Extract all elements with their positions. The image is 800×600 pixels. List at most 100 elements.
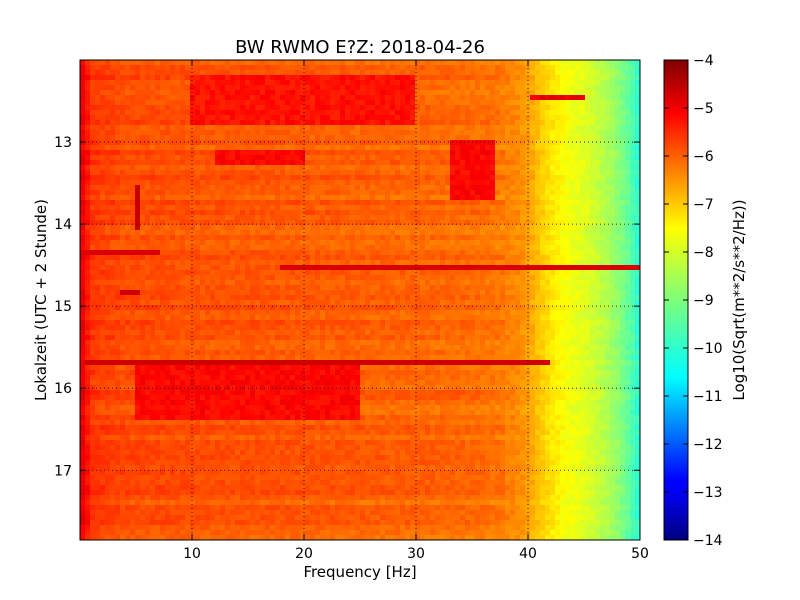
heatmap-cell	[430, 155, 436, 161]
heatmap-cell	[275, 165, 281, 171]
heatmap-cell	[275, 125, 281, 131]
heatmap-cell	[140, 255, 146, 261]
heatmap-cell	[575, 245, 581, 251]
heatmap-cell	[285, 80, 291, 86]
heatmap-cell	[410, 75, 416, 81]
heatmap-cell	[140, 180, 146, 186]
heatmap-cell	[390, 80, 396, 86]
heatmap-cell	[345, 210, 351, 216]
heatmap-cell	[220, 75, 226, 81]
heatmap-cell	[305, 250, 311, 256]
heatmap-cell	[440, 65, 446, 71]
heatmap-cell	[390, 140, 396, 146]
heatmap-cell	[375, 60, 381, 66]
heatmap-cell	[365, 165, 371, 171]
heatmap-cell	[445, 275, 451, 281]
heatmap-cell	[250, 190, 256, 196]
heatmap-cell	[535, 210, 541, 216]
heatmap-cell	[190, 125, 196, 131]
heatmap-cell	[590, 180, 596, 186]
heatmap-cell	[180, 130, 186, 136]
heatmap-cell	[350, 240, 356, 246]
heatmap-cell	[450, 100, 456, 106]
heatmap-cell	[105, 145, 111, 151]
heatmap-cell	[120, 185, 126, 191]
heatmap-cell	[480, 160, 486, 166]
heatmap-cell	[315, 65, 321, 71]
heatmap-cell	[325, 245, 331, 251]
heatmap-cell	[385, 110, 391, 116]
heatmap-cell	[220, 165, 226, 171]
heatmap-cell	[135, 225, 141, 231]
heatmap-cell	[330, 75, 336, 81]
heatmap-cell	[485, 125, 491, 131]
heatmap-cell	[165, 150, 171, 156]
heatmap-cell	[115, 235, 121, 241]
heatmap-cell	[95, 210, 101, 216]
heatmap-cell	[605, 170, 611, 176]
heatmap-cell	[270, 280, 276, 286]
heatmap-cell	[180, 70, 186, 76]
heatmap-cell	[380, 210, 386, 216]
heatmap-cell	[415, 225, 421, 231]
heatmap-cell	[445, 235, 451, 241]
heatmap-cell	[230, 275, 236, 281]
heatmap-cell	[395, 270, 401, 276]
heatmap-cell	[400, 160, 406, 166]
heatmap-cell	[525, 75, 531, 81]
heatmap-cell	[585, 270, 591, 276]
heatmap-cell	[395, 110, 401, 116]
heatmap-cell	[180, 195, 186, 201]
heatmap-cell	[85, 140, 91, 146]
heatmap-cell	[250, 65, 256, 71]
heatmap-cell	[85, 185, 91, 191]
heatmap-cell	[95, 70, 101, 76]
heatmap-cell	[205, 205, 211, 211]
heatmap-cell	[590, 225, 596, 231]
heatmap-cell	[395, 210, 401, 216]
heatmap-cell	[345, 65, 351, 71]
heatmap-cell	[520, 155, 526, 161]
heatmap-cell	[240, 100, 246, 106]
heatmap-cell	[375, 90, 381, 96]
heatmap-cell	[185, 245, 191, 251]
heatmap-cell	[435, 220, 441, 226]
heatmap-cell	[80, 230, 86, 236]
heatmap-cell	[505, 240, 511, 246]
heatmap-cell	[395, 75, 401, 81]
heatmap-cell	[390, 105, 396, 111]
heatmap-cell	[320, 200, 326, 206]
heatmap-cell	[230, 170, 236, 176]
heatmap-cell	[140, 65, 146, 71]
heatmap-cell	[550, 195, 556, 201]
heatmap-cell	[130, 220, 136, 226]
heatmap-cell	[210, 125, 216, 131]
heatmap-cell	[335, 260, 341, 266]
heatmap-cell	[355, 115, 361, 121]
heatmap-cell	[215, 155, 221, 161]
heatmap-cell	[250, 70, 256, 76]
heatmap-cell	[330, 125, 336, 131]
heatmap-cell	[305, 130, 311, 136]
heatmap-cell	[455, 175, 461, 181]
heatmap-cell	[625, 110, 631, 116]
heatmap-cell	[260, 100, 266, 106]
heatmap-cell	[125, 80, 131, 86]
heatmap-cell	[545, 235, 551, 241]
heatmap-cell	[165, 95, 171, 101]
heatmap-cell	[390, 85, 396, 91]
heatmap-cell	[575, 255, 581, 261]
heatmap-cell	[555, 170, 561, 176]
heatmap-cell	[510, 120, 516, 126]
heatmap-cell	[315, 220, 321, 226]
heatmap-cell	[180, 175, 186, 181]
heatmap-cell	[400, 110, 406, 116]
heatmap-cell	[280, 215, 286, 221]
heatmap-cell	[115, 150, 121, 156]
heatmap-cell	[635, 210, 641, 216]
heatmap-cell	[330, 140, 336, 146]
heatmap-cell	[415, 130, 421, 136]
heatmap-cell	[480, 270, 486, 276]
heatmap-cell	[335, 75, 341, 81]
heatmap-cell	[530, 135, 536, 141]
